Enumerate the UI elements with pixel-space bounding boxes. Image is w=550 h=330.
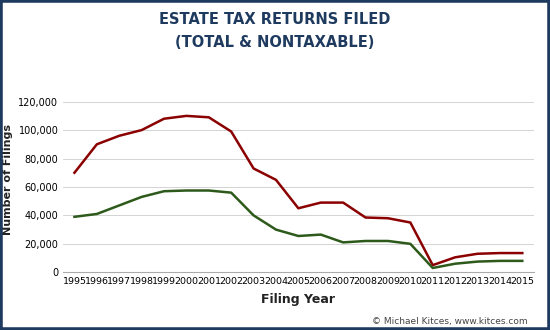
Text: © Michael Kitces, www.kitces.com: © Michael Kitces, www.kitces.com (372, 317, 528, 326)
Text: ESTATE TAX RETURNS FILED: ESTATE TAX RETURNS FILED (160, 12, 390, 26)
Y-axis label: Number of Filings: Number of Filings (3, 124, 13, 235)
Text: (TOTAL & NONTAXABLE): (TOTAL & NONTAXABLE) (175, 35, 375, 50)
X-axis label: Filing Year: Filing Year (261, 293, 336, 306)
